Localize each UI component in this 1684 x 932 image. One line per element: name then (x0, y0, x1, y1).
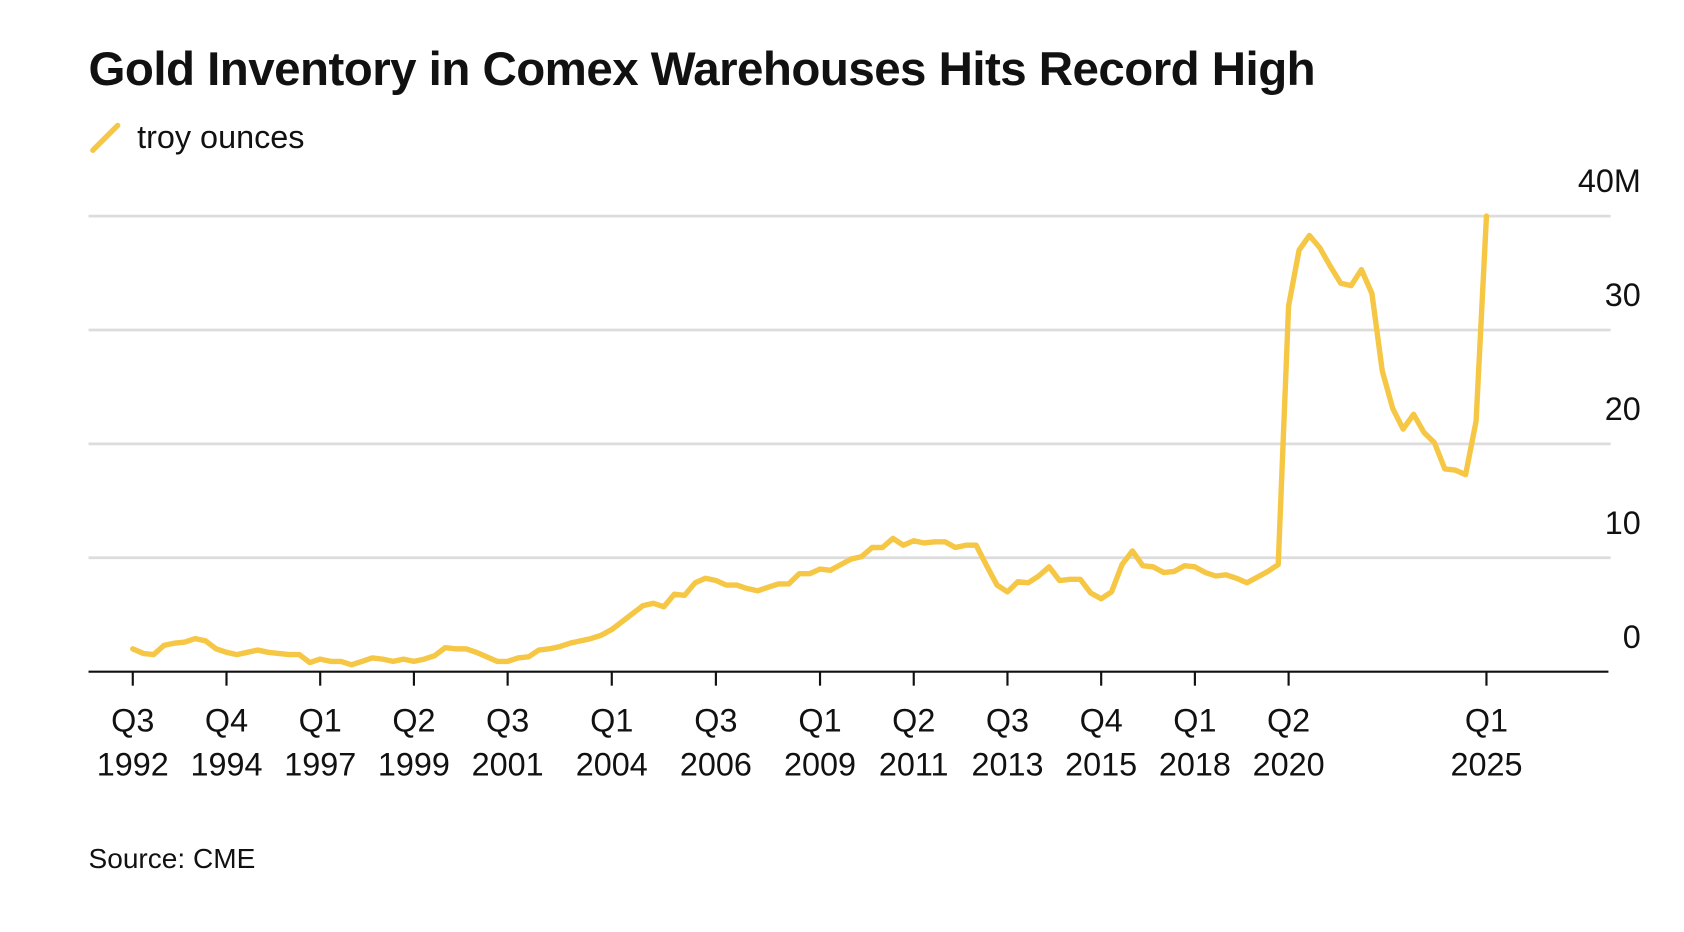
x-tick-label: Q2 2020 (1253, 702, 1325, 782)
x-tick-label: Q1 2004 (576, 702, 648, 782)
y-tick-label: 10 (1605, 505, 1641, 541)
x-tick-label: Q1 2009 (784, 702, 856, 782)
x-tick-label: Q3 1992 (97, 702, 169, 782)
x-tick-label: Q1 2025 (1450, 702, 1522, 782)
y-tick-label: 30 (1605, 277, 1641, 313)
y-tick-label: 0 (1623, 619, 1641, 655)
x-tick-label: Q2 1999 (378, 702, 450, 782)
series-line (130, 213, 1490, 668)
legend-label: troy ounces (137, 119, 304, 155)
x-tick-label: Q1 1997 (284, 702, 356, 782)
x-tick-label: Q1 2018 (1159, 702, 1231, 782)
chart-title: Gold Inventory in Comex Warehouses Hits … (89, 43, 1316, 96)
y-tick-label: 20 (1605, 391, 1641, 427)
x-tick-label: Q3 2006 (680, 702, 752, 782)
x-tick-label: Q2 2011 (879, 702, 949, 782)
x-tick-label: Q4 1994 (190, 702, 262, 782)
x-tick-label: Q3 2001 (472, 702, 544, 782)
x-tick-label: Q4 2015 (1065, 702, 1137, 782)
source: Source: CME (89, 843, 256, 874)
legend-swatch (90, 122, 121, 153)
y-tick-label: 40M (1578, 163, 1641, 199)
x-tick-label: Q3 2013 (971, 702, 1043, 782)
